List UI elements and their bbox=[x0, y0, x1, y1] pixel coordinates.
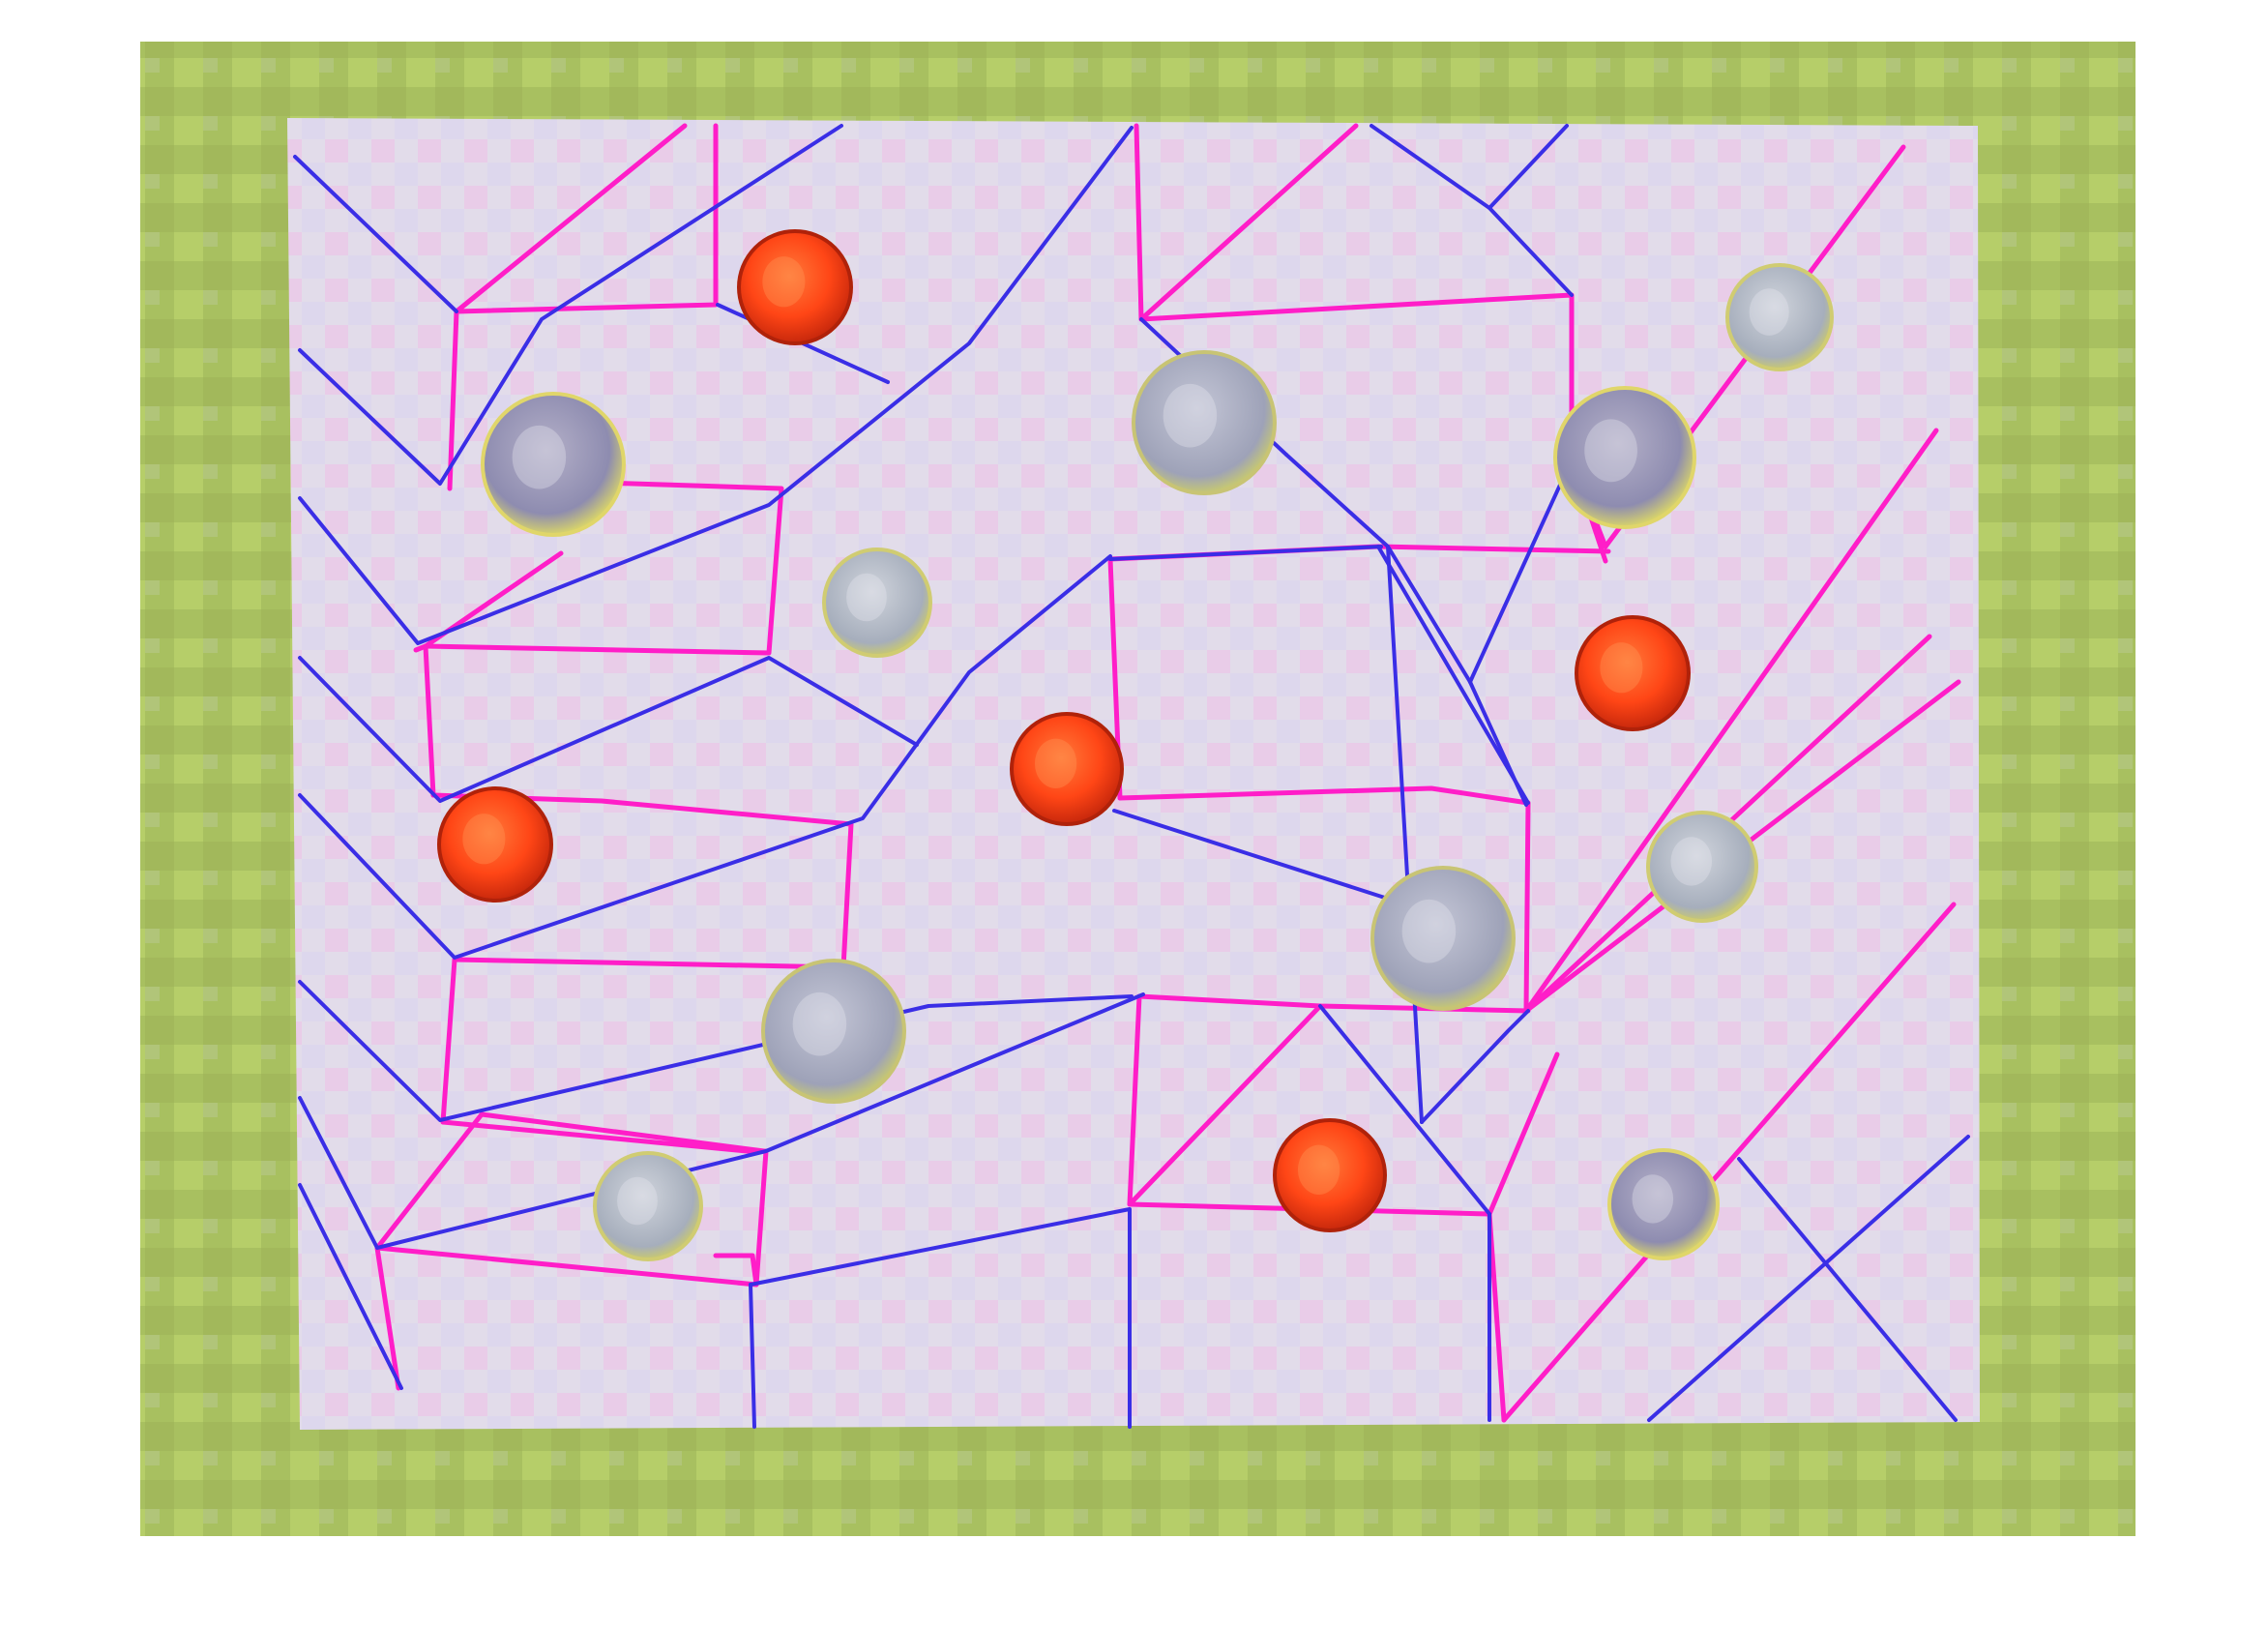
penny-coin bbox=[1575, 615, 1691, 731]
dime-coin bbox=[1725, 263, 1834, 371]
nickel-coin-relief bbox=[1632, 1174, 1674, 1224]
quarter-coin bbox=[1132, 350, 1277, 495]
penny-coin-relief bbox=[1297, 1144, 1340, 1195]
nickel-coin-relief bbox=[512, 425, 567, 489]
nickel-coin-face bbox=[1553, 386, 1696, 529]
penny-coin-face bbox=[1575, 615, 1691, 731]
quarter-coin-face bbox=[761, 959, 906, 1104]
quarter-coin bbox=[761, 959, 906, 1104]
dime-coin bbox=[593, 1151, 703, 1261]
dime-coin-face bbox=[593, 1151, 703, 1261]
blue-lines bbox=[293, 124, 1970, 1429]
nickel-coin bbox=[1553, 386, 1696, 529]
nickel-coin-face bbox=[1607, 1148, 1720, 1260]
coins bbox=[437, 229, 1834, 1261]
nickel-coin-face bbox=[481, 392, 626, 537]
penny-coin-relief bbox=[762, 256, 806, 308]
penny-coin-relief bbox=[1034, 738, 1077, 788]
penny-coin bbox=[1273, 1118, 1387, 1232]
penny-coin-face bbox=[1273, 1118, 1387, 1232]
quarter-coin-relief bbox=[1163, 383, 1218, 448]
penny-coin-face bbox=[437, 786, 553, 903]
dime-coin-face bbox=[1646, 811, 1758, 923]
nickel-coin-relief bbox=[1584, 419, 1637, 483]
penny-coin-relief bbox=[1600, 642, 1643, 694]
penny-coin bbox=[437, 786, 553, 903]
penny-coin-face bbox=[737, 229, 853, 345]
quarter-coin-relief bbox=[1401, 899, 1457, 963]
quarter-coin-face bbox=[1370, 866, 1516, 1011]
quarter-coin bbox=[1370, 866, 1516, 1011]
dime-coin-relief bbox=[617, 1176, 658, 1226]
nickel-coin bbox=[1607, 1148, 1720, 1260]
dime-coin-face bbox=[822, 548, 932, 658]
dime-coin-face bbox=[1725, 263, 1834, 371]
penny-coin bbox=[1010, 712, 1124, 826]
quarter-coin-face bbox=[1132, 350, 1277, 495]
dime-coin bbox=[822, 548, 932, 658]
penny-coin-relief bbox=[462, 814, 506, 865]
dime-coin bbox=[1646, 811, 1758, 923]
dime-coin-relief bbox=[1670, 837, 1713, 886]
nickel-coin bbox=[481, 392, 626, 537]
penny-coin-face bbox=[1010, 712, 1124, 826]
dime-coin-relief bbox=[846, 573, 887, 622]
dime-coin-relief bbox=[1749, 288, 1789, 336]
penny-coin bbox=[737, 229, 853, 345]
quarter-coin-relief bbox=[792, 992, 847, 1056]
